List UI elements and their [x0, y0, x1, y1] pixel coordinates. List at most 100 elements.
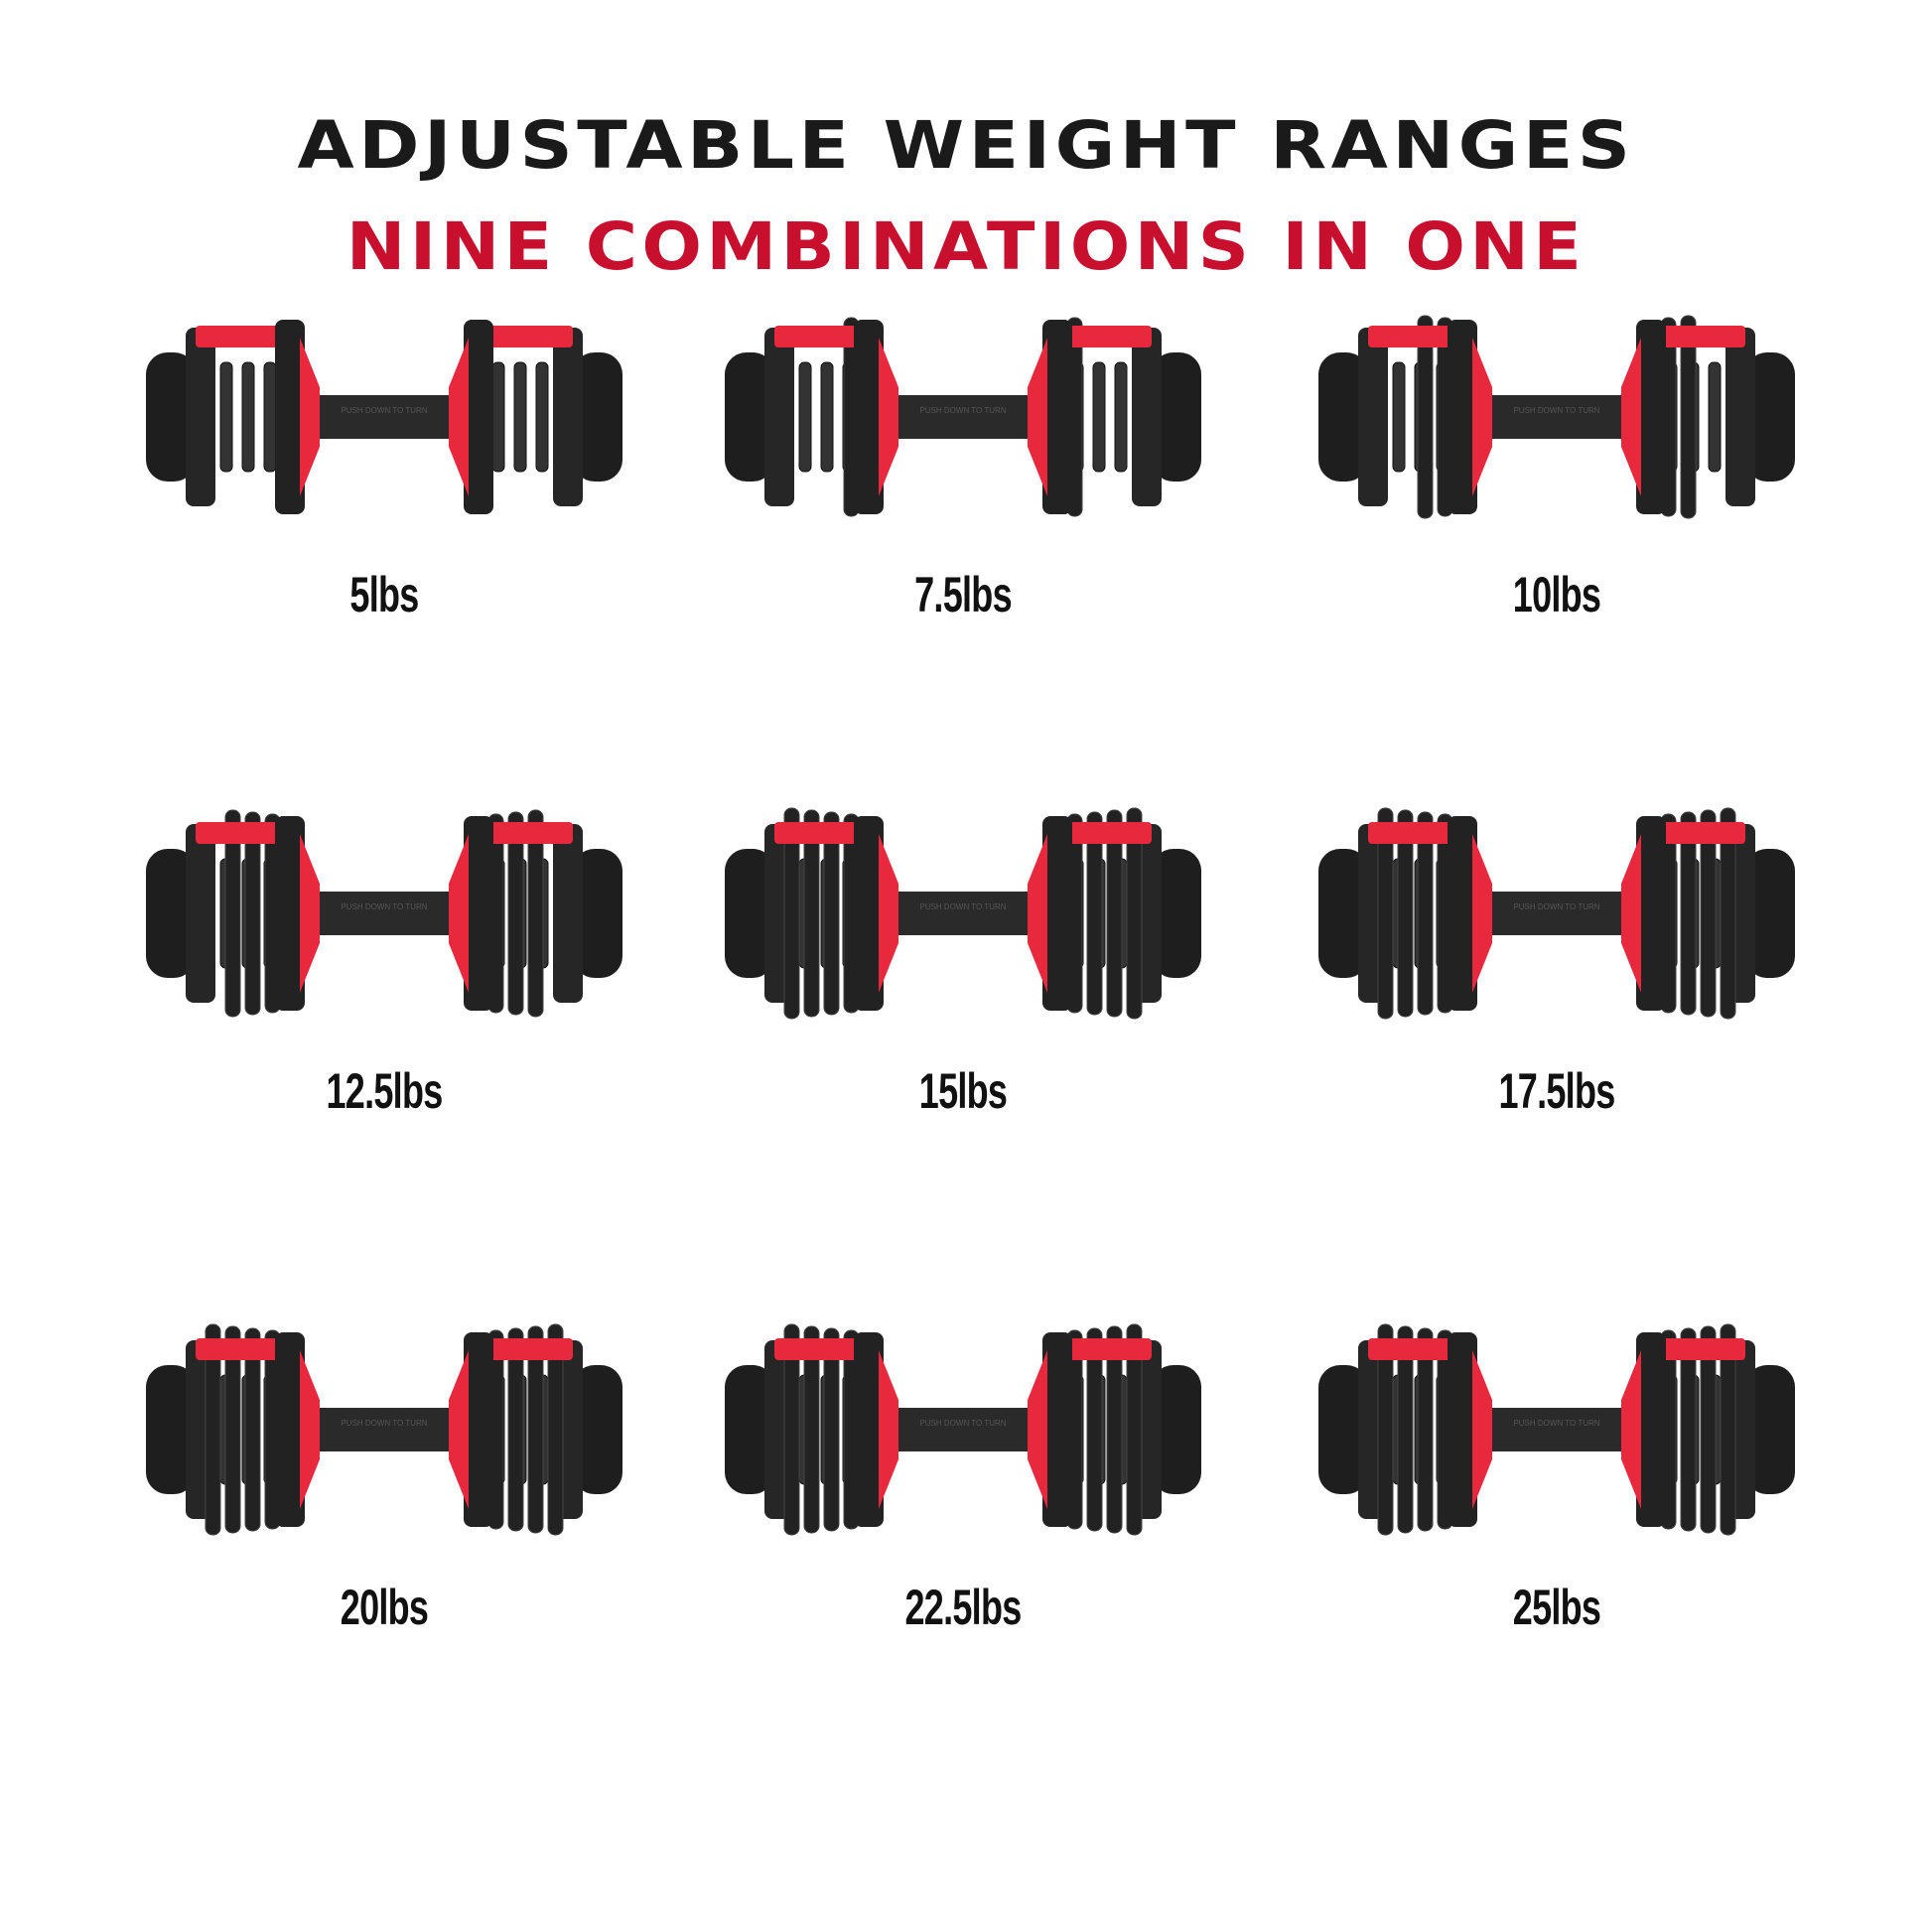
selector-dial: [1028, 338, 1047, 496]
left-weight-stack: [146, 1323, 320, 1536]
large-plate: [823, 811, 840, 1016]
large-plate: [1700, 809, 1717, 1018]
small-plate: [263, 361, 277, 473]
dumbbell-image: PUSH DOWN TO TURN: [146, 320, 622, 514]
weight-label: 20lbs: [340, 1580, 429, 1635]
selector-dial: [1028, 834, 1047, 993]
dumbbell-image: PUSH DOWN TO TURN: [1318, 315, 1795, 519]
dumbbell-image: PUSH DOWN TO TURN: [725, 317, 1201, 517]
large-plate: [803, 809, 820, 1018]
large-plate: [527, 809, 544, 1018]
handle: [894, 1408, 1033, 1451]
handle-text: PUSH DOWN TO TURN: [919, 902, 1006, 911]
weight-label: 5lbs: [349, 567, 419, 622]
dumbbell-option: PUSH DOWN TO TURN 22.5lbs: [665, 1281, 1261, 1658]
dumbbell-image: PUSH DOWN TO TURN: [1318, 807, 1795, 1020]
large-plate: [1720, 807, 1736, 1020]
handle: [1487, 395, 1626, 439]
selector-dial: [1621, 1350, 1641, 1509]
selector-dial: [300, 338, 320, 496]
selector-dial: [879, 338, 898, 496]
small-plate: [1092, 361, 1106, 473]
weight-label: 22.5lbs: [904, 1580, 1022, 1635]
large-plate: [783, 807, 800, 1020]
small-plate: [535, 361, 549, 473]
handle: [315, 892, 454, 935]
large-plate: [1106, 1325, 1123, 1534]
selector-dial: [879, 1350, 898, 1509]
handle-text: PUSH DOWN TO TURN: [919, 1419, 1006, 1428]
dumbbell-option: PUSH DOWN TO TURN 25lbs: [1259, 1281, 1855, 1658]
left-weight-stack: [146, 809, 320, 1018]
selector-dial: [449, 338, 469, 496]
small-plate: [798, 361, 812, 473]
handle-text: PUSH DOWN TO TURN: [1513, 902, 1599, 911]
large-plate: [803, 1325, 820, 1534]
selector-dial: [1028, 1350, 1047, 1509]
left-weight-stack: [1318, 315, 1492, 519]
large-plate: [224, 809, 241, 1018]
large-plate: [1126, 807, 1143, 1020]
small-plate: [1114, 361, 1128, 473]
selector-dial: [449, 1350, 469, 1509]
selector-dial: [300, 1350, 320, 1509]
large-plate: [507, 811, 524, 1016]
selector-dial: [1472, 1350, 1492, 1509]
right-weight-stack: [1028, 807, 1201, 1020]
weight-label: 15lbs: [918, 1063, 1008, 1119]
large-plate: [224, 1325, 241, 1534]
right-weight-stack: [1621, 315, 1795, 519]
left-weight-stack: [1318, 1323, 1492, 1536]
dumbbell-image: PUSH DOWN TO TURN: [146, 1323, 622, 1536]
right-weight-stack: [449, 1323, 622, 1536]
selector-dial: [300, 834, 320, 993]
page-title: ADJUSTABLE WEIGHT RANGES: [297, 107, 1635, 184]
handle-text: PUSH DOWN TO TURN: [341, 902, 427, 911]
handle-text: PUSH DOWN TO TURN: [341, 1419, 427, 1428]
handle-text: PUSH DOWN TO TURN: [341, 406, 427, 415]
handle: [894, 892, 1033, 935]
right-weight-stack: [1028, 1323, 1201, 1536]
small-plate: [491, 361, 505, 473]
large-plate: [1417, 315, 1434, 519]
large-plate: [1377, 1323, 1394, 1536]
left-weight-stack: [725, 807, 898, 1020]
large-plate: [1397, 1325, 1414, 1534]
small-plate: [241, 361, 255, 473]
right-weight-stack: [1028, 317, 1201, 517]
handle-text: PUSH DOWN TO TURN: [919, 406, 1006, 415]
dumbbell-image: PUSH DOWN TO TURN: [146, 809, 622, 1018]
large-plate: [244, 811, 261, 1016]
weight-label: 7.5lbs: [914, 567, 1012, 622]
selector-dial: [1472, 338, 1492, 496]
dumbbell-image: PUSH DOWN TO TURN: [725, 1323, 1201, 1536]
small-plate: [1392, 361, 1406, 473]
large-plate: [1126, 1323, 1143, 1536]
dumbbell-image: PUSH DOWN TO TURN: [1318, 1323, 1795, 1536]
left-weight-stack: [1318, 807, 1492, 1020]
large-plate: [1397, 809, 1414, 1018]
dumbbell-image: PUSH DOWN TO TURN: [725, 807, 1201, 1020]
selector-dial: [1621, 834, 1641, 993]
selector-dial: [1472, 834, 1492, 993]
small-plate: [219, 361, 233, 473]
weight-label: 12.5lbs: [326, 1063, 443, 1119]
handle-text: PUSH DOWN TO TURN: [1513, 1419, 1599, 1428]
large-plate: [1720, 1323, 1736, 1536]
large-plate: [1680, 1327, 1697, 1532]
dumbbell-option: PUSH DOWN TO TURN 12.5lbs: [86, 764, 682, 1142]
weight-label: 10lbs: [1512, 567, 1601, 622]
handle: [315, 1408, 454, 1451]
dumbbell-option: PUSH DOWN TO TURN 7.5lbs: [665, 268, 1261, 645]
selector-dial: [879, 834, 898, 993]
large-plate: [1680, 811, 1697, 1016]
large-plate: [1417, 811, 1434, 1016]
right-weight-stack: [1621, 807, 1795, 1020]
right-weight-stack: [1621, 1323, 1795, 1536]
large-plate: [205, 1323, 221, 1536]
dumbbell-option: PUSH DOWN TO TURN 10lbs: [1259, 268, 1855, 645]
weight-label: 25lbs: [1512, 1580, 1601, 1635]
right-weight-stack: [449, 809, 622, 1018]
selector-dial: [1621, 338, 1641, 496]
large-plate: [1106, 809, 1123, 1018]
